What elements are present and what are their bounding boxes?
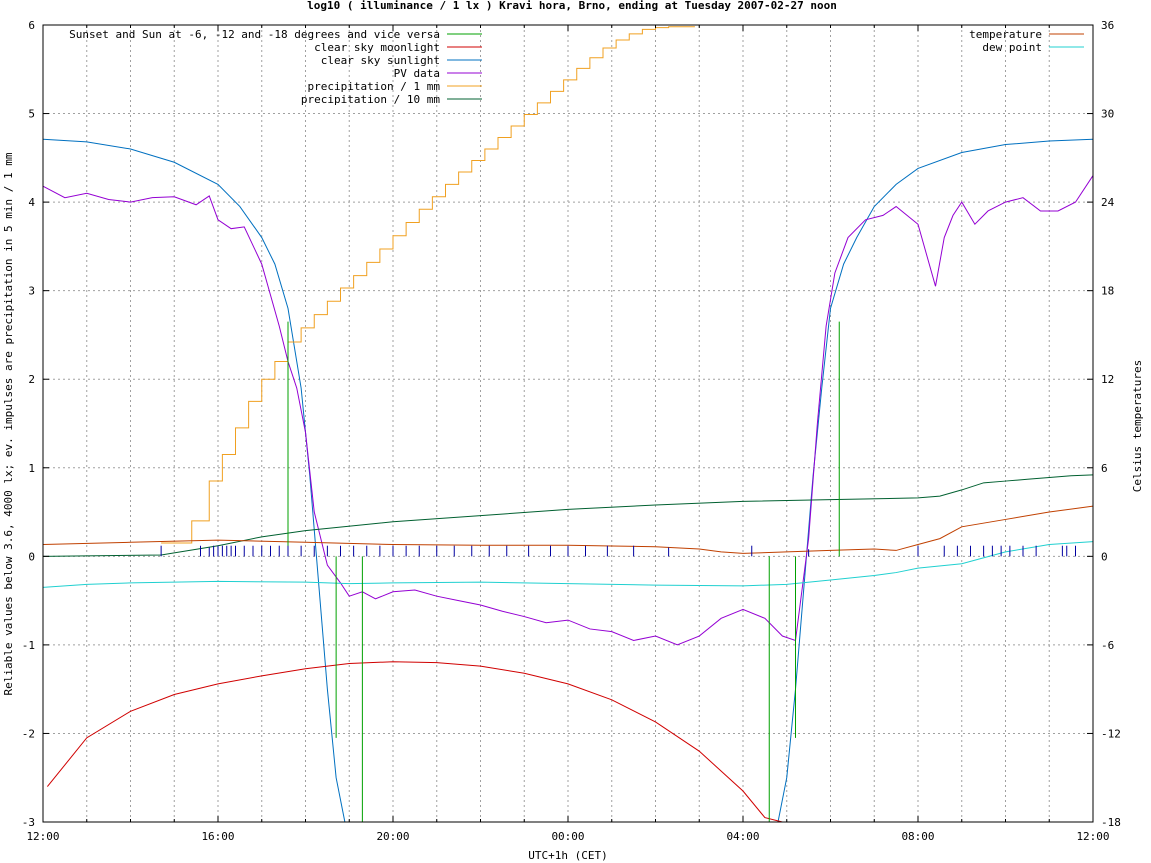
y-tick-label: 6 bbox=[28, 19, 35, 32]
legend-label: temperature bbox=[969, 28, 1042, 41]
y-axis-label: Reliable values below 3.6, 4000 lx; ev. … bbox=[2, 152, 15, 695]
y2-tick-label: 24 bbox=[1101, 196, 1115, 209]
x-tick-label: 20:00 bbox=[376, 830, 409, 843]
y-tick-label: 3 bbox=[28, 285, 35, 298]
y2-tick-label: 30 bbox=[1101, 108, 1114, 121]
y2-axis-label: Celsius temperatures bbox=[1131, 360, 1144, 492]
legend-left: Sunset and Sun at -6, -12 and -18 degree… bbox=[69, 28, 482, 106]
y2-tick-label: 18 bbox=[1101, 285, 1114, 298]
series-pv-data bbox=[42, 175, 1094, 646]
legend-label: precipitation / 10 mm bbox=[301, 93, 440, 106]
y-tick-label: 2 bbox=[28, 373, 35, 386]
legend-label: Sunset and Sun at -6, -12 and -18 degree… bbox=[69, 28, 440, 41]
y-tick-label: 0 bbox=[28, 550, 35, 563]
y2-tick-label: 0 bbox=[1101, 550, 1108, 563]
x-axis-label: UTC+1h (CET) bbox=[528, 849, 607, 862]
legend-label: dew point bbox=[982, 41, 1042, 54]
legend-label: precipitation / 1 mm bbox=[308, 80, 441, 93]
chart-title: log10 ( illuminance / 1 lx ) Kravi hora,… bbox=[307, 0, 837, 12]
legend-label: PV data bbox=[394, 67, 440, 80]
y-tick-label: -3 bbox=[22, 816, 35, 829]
series-clear-sky-moonlight bbox=[46, 661, 783, 823]
y2-tick-label: -6 bbox=[1101, 639, 1114, 652]
plot-frame bbox=[42, 24, 1094, 823]
y-tick-label: 5 bbox=[28, 108, 35, 121]
series-precipitation-1-mm bbox=[161, 26, 695, 544]
x-tick-label: 08:00 bbox=[901, 830, 934, 843]
y2-tick-label: 36 bbox=[1101, 19, 1114, 32]
y-tick-label: -1 bbox=[22, 639, 35, 652]
series-dew-point bbox=[42, 541, 1094, 588]
x-tick-label: 12:00 bbox=[26, 830, 59, 843]
series-precipitation-10-mm bbox=[42, 474, 1094, 557]
y2-tick-label: -12 bbox=[1101, 727, 1121, 740]
legend-label: clear sky moonlight bbox=[314, 41, 440, 54]
y-tick-label: 4 bbox=[28, 196, 35, 209]
legend-label: clear sky sunlight bbox=[321, 54, 440, 67]
x-tick-label: 12:00 bbox=[1076, 830, 1109, 843]
series-temperature bbox=[42, 505, 1094, 554]
grid bbox=[43, 25, 1093, 822]
y-tick-label: -2 bbox=[22, 727, 35, 740]
x-tick-label: 00:00 bbox=[551, 830, 584, 843]
x-tick-label: 16:00 bbox=[201, 830, 234, 843]
series-precipitation-impulses bbox=[160, 545, 1076, 557]
y2-tick-label: 12 bbox=[1101, 373, 1114, 386]
y-tick-label: 1 bbox=[28, 462, 35, 475]
y2-tick-label: 6 bbox=[1101, 462, 1108, 475]
x-tick-label: 04:00 bbox=[726, 830, 759, 843]
y2-tick-label: -18 bbox=[1101, 816, 1121, 829]
ticks: 12:00 16:00 20:00 00:00 04:00 08:00 12:00-3-2-… bbox=[22, 19, 1121, 843]
series-sun-events bbox=[287, 321, 840, 822]
